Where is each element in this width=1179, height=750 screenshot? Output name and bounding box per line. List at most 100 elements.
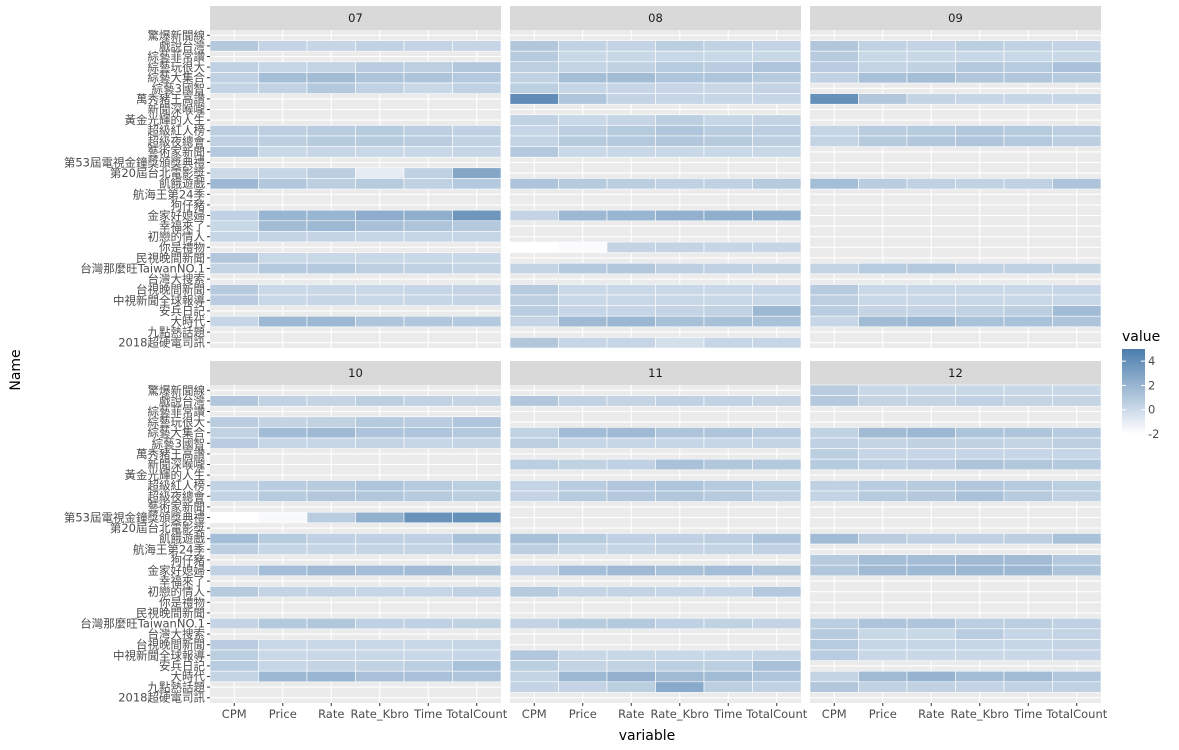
heatmap-tile [452,40,502,52]
heatmap-tile [906,437,956,449]
heatmap-tile [509,586,559,598]
heatmap-tile [306,262,356,275]
heatmap-tile [1003,458,1053,471]
heatmap-tile [703,681,753,693]
heatmap-tile [209,564,259,577]
y-tick-label: 初戀的情人 [148,585,206,599]
y-tick-label: 航海王第24季 [133,542,206,556]
heatmap-tile [1052,72,1102,84]
heatmap-tile [558,670,608,683]
heatmap-tile [509,649,559,661]
heatmap-tile [209,61,259,73]
heatmap-tile [1052,50,1102,63]
heatmap-tile [955,284,1005,296]
heatmap-tile [1052,533,1102,545]
heatmap-tile [955,262,1005,275]
y-tick-label: 台灣大搜索 [148,272,206,286]
heatmap-tile [1052,305,1102,317]
heatmap-tile [509,533,559,545]
heatmap-tile [655,533,705,545]
heatmap-tile [955,617,1005,630]
heatmap-tile [209,490,259,502]
heatmap-tile [906,135,956,147]
y-tick-label: 金家好媳婦 [148,564,206,578]
heatmap-tile [209,617,259,630]
y-tick-label: 綜藝3國智 [152,81,205,95]
heatmap-tile [703,72,753,84]
heatmap-tile [258,125,308,137]
heatmap-tile [858,427,908,439]
heatmap-tile [403,437,453,449]
heatmap-tile [209,178,259,190]
heatmap-tile [258,543,308,555]
x-tick-label: Price [569,707,597,721]
heatmap-tile [1052,125,1102,137]
heatmap-tile [858,262,908,275]
heatmap-tile [858,649,908,661]
heatmap-tile [209,82,259,94]
heatmap-tile [509,427,559,439]
heatmap-tile [403,639,453,651]
y-tick-label: 超級紅人榜 [148,124,206,138]
heatmap-tile [606,114,656,126]
heatmap-tile [452,209,502,222]
heatmap-tile [955,458,1005,471]
heatmap-tile [809,448,859,460]
heatmap-tile [1052,427,1102,439]
heatmap-tile [858,178,908,190]
heatmap-tile [209,315,259,328]
heatmap-tile [858,681,908,693]
heatmap-tile [752,586,802,598]
y-tick-label: 戲說台灣 [159,39,205,53]
heatmap-tile [403,252,453,264]
heatmap-tile [558,533,608,545]
heatmap-tile [655,458,705,471]
heatmap-tile [306,40,356,52]
heatmap-tile [209,480,259,492]
heatmap-tile [306,586,356,598]
heatmap-tile [355,61,405,73]
heatmap-tile [955,135,1005,147]
y-tick-label: 綜藝菲常讚 [148,405,206,419]
heatmap-tile [858,50,908,63]
heatmap-tile [209,262,259,275]
heatmap-tile [258,437,308,449]
heatmap-tile [509,660,559,672]
y-tick-label: 第20屆台北電影獎 [110,521,206,535]
heatmap-tile [1052,93,1102,105]
facet-strip [210,6,501,30]
heatmap-tile [655,427,705,439]
heatmap-tile [955,427,1005,439]
heatmap-tile [655,617,705,630]
heatmap-tile [355,543,405,555]
y-tick-label: 新聞深喉嚨 [148,103,206,117]
facet-strip [510,6,801,30]
x-tick-label: Price [869,707,897,721]
heatmap-tile [558,72,608,84]
heatmap-tile [509,617,559,630]
heatmap-tile [655,480,705,492]
heatmap-tile [209,660,259,672]
heatmap-tile [558,617,608,630]
heatmap-tile [655,337,705,349]
heatmap-tile [306,220,356,232]
heatmap-tile [955,305,1005,317]
heatmap-tile [752,681,802,693]
heatmap-tile [258,72,308,84]
y-tick-label: 超級紅人榜 [148,479,206,493]
heatmap-tile [1003,628,1053,640]
heatmap-tile [703,305,753,317]
heatmap-tile [306,284,356,296]
heatmap-tile [1003,61,1053,73]
heatmap-tile [906,395,956,407]
heatmap-tile [509,40,559,52]
y-tick-label: 幸福來了 [159,574,205,588]
heatmap-tile [606,395,656,407]
heatmap-tile [452,480,502,492]
heatmap-tile [906,50,956,63]
y-tick-label: 2018超硬電司訊 [118,691,205,705]
heatmap-tile [703,480,753,492]
heatmap-tile [906,670,956,683]
heatmap-tile [258,480,308,492]
heatmap-tile [703,178,753,190]
